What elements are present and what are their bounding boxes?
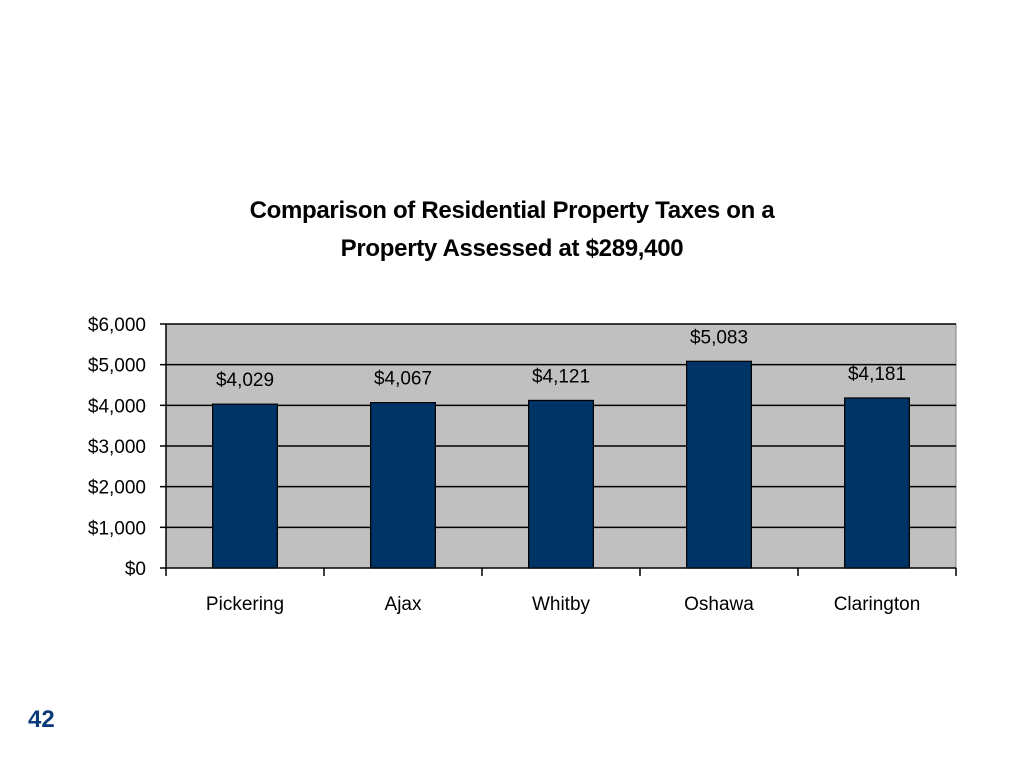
x-category-label: Oshawa: [684, 594, 754, 615]
y-tick-label: $0: [125, 559, 146, 580]
y-tick-label: $4,000: [88, 396, 146, 417]
bar: [212, 403, 278, 569]
chart-title: Comparison of Residential Property Taxes…: [0, 192, 1024, 268]
chart-title-line-2: Property Assessed at $289,400: [340, 235, 684, 262]
page-number: 42: [28, 706, 55, 733]
bar: [686, 360, 752, 569]
bar-value-label: $4,067: [374, 369, 432, 390]
chart-title-line-1: Comparison of Residential Property Taxes…: [249, 197, 775, 224]
bar-value-label: $4,121: [532, 366, 590, 387]
x-category-label: Clarington: [834, 594, 921, 615]
y-tick-label: $1,000: [88, 518, 146, 539]
x-category-label: Pickering: [206, 594, 284, 615]
bar: [844, 397, 910, 569]
bar-value-label: $4,181: [848, 364, 906, 385]
x-category-label: Whitby: [532, 594, 591, 615]
y-tick-label: $5,000: [88, 356, 146, 377]
bar: [528, 399, 594, 569]
y-tick-label: $6,000: [88, 315, 146, 336]
bar-value-label: $4,029: [216, 370, 274, 391]
x-category-label: Ajax: [385, 594, 422, 615]
y-tick-label: $2,000: [88, 478, 146, 499]
y-tick-label: $3,000: [88, 437, 146, 458]
bar-value-label: $5,083: [690, 327, 748, 348]
bar: [370, 402, 436, 569]
